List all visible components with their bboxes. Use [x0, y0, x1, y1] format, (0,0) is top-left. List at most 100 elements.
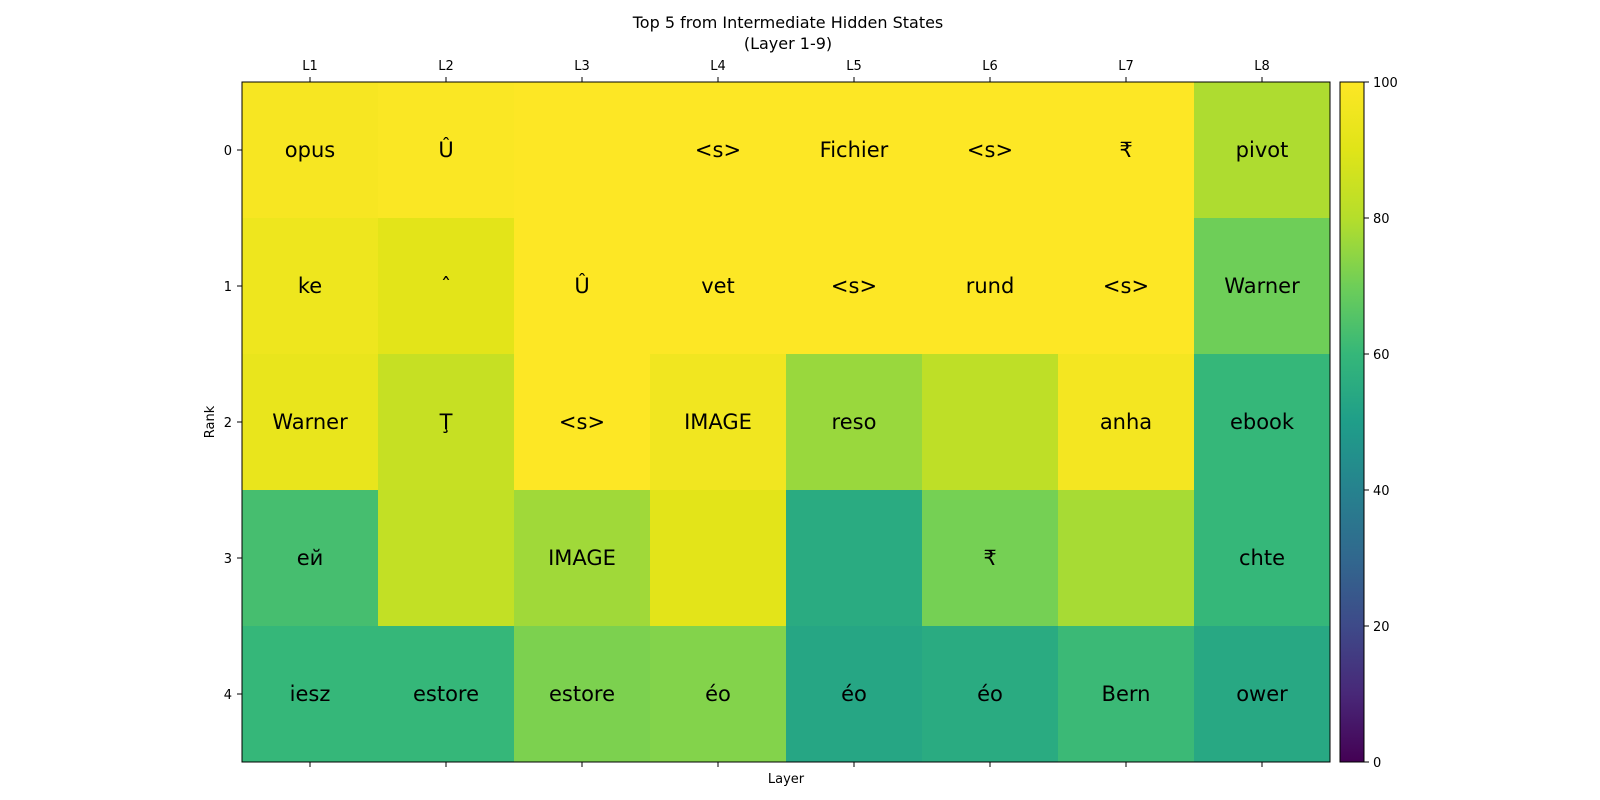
heatmap-cell	[514, 82, 651, 219]
colorbar-tick-label: 100	[1373, 76, 1398, 91]
cell-label: <s>	[967, 138, 1013, 162]
cell-label: ₹	[983, 546, 996, 570]
heatmap-cell	[650, 354, 787, 491]
cell-label: vet	[701, 274, 735, 298]
y-tick-label: 0	[224, 144, 232, 159]
y-tick-label: 1	[224, 280, 232, 295]
cell-label: éo	[977, 682, 1003, 706]
heatmap-cell	[242, 82, 379, 219]
cell-label: IMAGE	[548, 546, 616, 570]
heatmap-cell	[1058, 82, 1195, 219]
heatmap-cell	[650, 626, 787, 763]
heatmap-cell	[514, 218, 651, 355]
cell-label: <s>	[1103, 274, 1149, 298]
heatmap-cell	[1058, 626, 1195, 763]
heatmap-cell	[242, 490, 379, 627]
cell-label: reso	[832, 410, 877, 434]
cell-label: éo	[841, 682, 867, 706]
colorbar-tick-label: 20	[1373, 620, 1390, 635]
cell-label: Ţ	[439, 410, 453, 434]
heatmap-cell	[650, 218, 787, 355]
heatmap-cell	[378, 218, 515, 355]
heatmap-cell	[514, 490, 651, 627]
x-tick-label: L8	[1254, 59, 1270, 74]
chart-title: Top 5 from Intermediate Hidden States	[632, 13, 944, 32]
heatmap-cell	[378, 354, 515, 491]
cell-label: Warner	[272, 410, 348, 434]
heatmap-cell	[650, 82, 787, 219]
heatmap-cell	[786, 218, 923, 355]
heatmap-cell	[786, 490, 923, 627]
y-tick-label: 2	[224, 416, 232, 431]
x-axis-ticks: L1 L2 L3 L4 L5 L6 L7 L8	[302, 59, 1270, 767]
heatmap-cell	[1194, 82, 1331, 219]
heatmap-cell	[514, 626, 651, 763]
cell-label: opus	[285, 138, 335, 162]
heatmap-cell	[1058, 354, 1195, 491]
heatmap-cell	[786, 82, 923, 219]
colorbar-ticks: 0 20 40 60 80 100	[1364, 76, 1398, 771]
x-tick-label: L1	[302, 59, 318, 74]
cell-label: ей	[297, 546, 324, 570]
heatmap-cell	[786, 354, 923, 491]
y-axis-label: Rank	[203, 405, 218, 438]
x-tick-label: L6	[982, 59, 998, 74]
x-tick-label: L4	[710, 59, 726, 74]
cell-label: Fichier	[820, 138, 889, 162]
y-tick-label: 3	[224, 552, 232, 567]
heatmap-cell	[786, 626, 923, 763]
cell-label: ˆ	[441, 274, 452, 298]
heatmap-cell	[242, 626, 379, 763]
cell-label: éo	[705, 682, 731, 706]
x-tick-label: L7	[1118, 59, 1134, 74]
x-tick-label: L3	[574, 59, 590, 74]
cell-label: Û	[438, 137, 453, 162]
cell-label: iesz	[290, 682, 331, 706]
cell-label: ower	[1236, 682, 1288, 706]
cell-label: Bern	[1102, 682, 1151, 706]
heatmap-cell	[1058, 218, 1195, 355]
heatmap-cell	[650, 490, 787, 627]
cell-label: Warner	[1224, 274, 1300, 298]
cell-label: rund	[966, 274, 1015, 298]
cell-label: <s>	[695, 138, 741, 162]
heatmap-cell	[922, 354, 1059, 491]
heatmap-cell	[514, 354, 651, 491]
cell-label: pivot	[1236, 138, 1289, 162]
x-axis-label: Layer	[768, 772, 805, 787]
heatmap-cell	[378, 626, 515, 763]
heatmap-cell	[1194, 626, 1331, 763]
heatmap-cell	[378, 82, 515, 219]
heatmap-cell	[378, 490, 515, 627]
heatmap-cell	[1194, 354, 1331, 491]
colorbar	[1339, 81, 1365, 763]
y-tick-label: 4	[224, 688, 232, 703]
cell-label: estore	[413, 682, 479, 706]
colorbar-tick-label: 40	[1373, 484, 1390, 499]
chart-subtitle: (Layer 1-9)	[744, 34, 832, 53]
cell-label: estore	[549, 682, 615, 706]
heatmap-cell	[1194, 490, 1331, 627]
colorbar-tick-label: 80	[1373, 212, 1390, 227]
heatmap-cell	[1058, 490, 1195, 627]
colorbar-tick-label: 0	[1373, 756, 1381, 771]
x-tick-label: L5	[846, 59, 862, 74]
heatmap-cell	[922, 490, 1059, 627]
cell-label: chte	[1239, 546, 1285, 570]
cell-label: <s>	[559, 410, 605, 434]
heatmap-cell	[922, 626, 1059, 763]
heatmap-cells	[242, 82, 1331, 763]
heatmap-cell	[242, 354, 379, 491]
cell-label: anha	[1100, 410, 1152, 434]
y-axis-ticks: 0 1 2 3 4	[224, 144, 242, 703]
heatmap-cell	[1194, 218, 1331, 355]
cell-label: <s>	[831, 274, 877, 298]
heatmap-cell	[242, 218, 379, 355]
cell-label: ebook	[1230, 410, 1295, 434]
cell-label: IMAGE	[684, 410, 752, 434]
heatmap-cell	[922, 218, 1059, 355]
heatmap-cell	[922, 82, 1059, 219]
cell-label: Û	[574, 273, 589, 298]
